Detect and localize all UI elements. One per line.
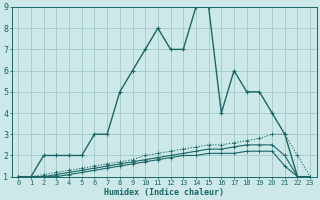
X-axis label: Humidex (Indice chaleur): Humidex (Indice chaleur) bbox=[104, 188, 224, 197]
